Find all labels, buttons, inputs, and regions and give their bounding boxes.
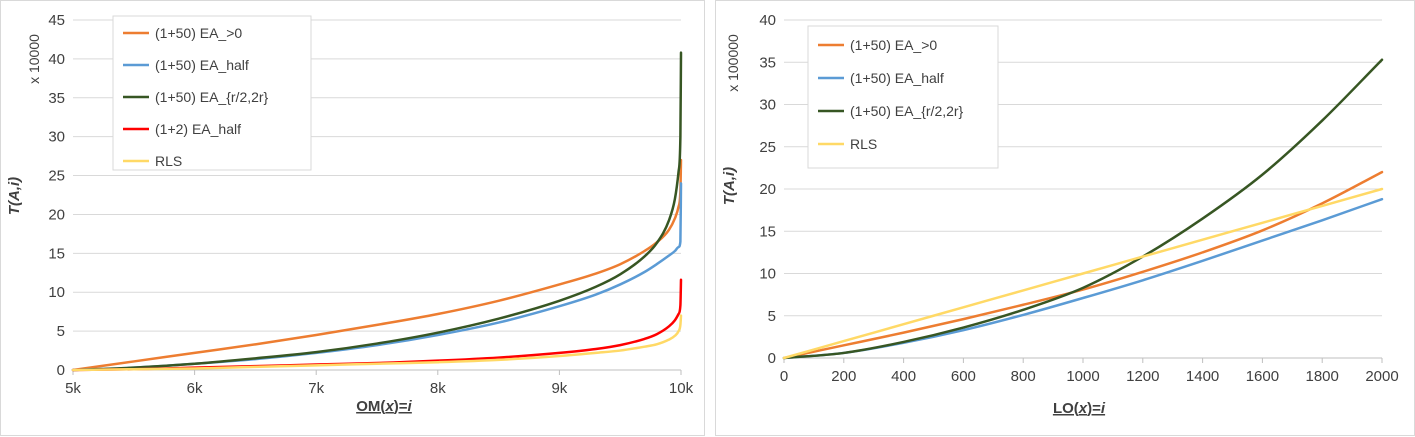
- y-tick-label: 15: [759, 223, 776, 240]
- y-tick-label: 45: [48, 12, 65, 29]
- x-tick-label: 2000: [1365, 368, 1398, 385]
- y-unit-label: x 100000: [725, 34, 741, 92]
- x-tick-label: 1200: [1126, 368, 1159, 385]
- legend-label: (1+50) EA_half: [155, 57, 249, 73]
- series-line: [782, 58, 1384, 360]
- chart-left: 0 5 10 15 20 25 30 35 40 45 5k 6k 7k 8k 9k 10k (1+50) EA…: [6, 12, 694, 415]
- legend-label: RLS: [155, 153, 182, 169]
- x-tick-label: 6k: [187, 380, 203, 397]
- x-tick-label: 1800: [1306, 368, 1339, 385]
- series-line: [71, 158, 683, 372]
- y-tick-label: 0: [768, 350, 776, 367]
- y-tick-label: 30: [48, 129, 65, 146]
- x-tick-label: 600: [951, 368, 976, 385]
- x-tick-label: 10k: [669, 380, 694, 397]
- legend-label: (1+50) EA_{r/2,2r}: [155, 89, 269, 105]
- x-axis-title: OM(x)=i: [356, 398, 412, 415]
- series-line: [71, 314, 683, 372]
- x-tick-label: 200: [831, 368, 856, 385]
- x-tick-label: 800: [1011, 368, 1036, 385]
- x-tick-label: 400: [891, 368, 916, 385]
- x-tick-label: 1400: [1186, 368, 1219, 385]
- y-tick-label: 35: [759, 54, 776, 71]
- y-tick-label: 0: [57, 362, 65, 379]
- x-axis-title: LO(x)=i: [1053, 400, 1106, 417]
- x-tick-label: 1000: [1066, 368, 1099, 385]
- series-line: [782, 170, 1384, 360]
- x-tick-label: 1600: [1246, 368, 1279, 385]
- legend-label: (1+50) EA_>0: [850, 37, 937, 53]
- y-unit-label: x 10000: [26, 34, 42, 84]
- legend-label: (1+2) EA_half: [155, 121, 241, 137]
- x-tick-label: 8k: [430, 380, 446, 397]
- legend-box: [112, 15, 312, 171]
- y-tick-label: 10: [48, 284, 65, 301]
- x-tick-label: 5k: [65, 380, 81, 397]
- x-tick-label: 7k: [308, 380, 324, 397]
- y-tick-label: 35: [48, 90, 65, 107]
- chart-right-panel: 0 5 10 15 20 25 30 35 40 0 200 400 600 800 1000 1200 140…: [715, 0, 1415, 436]
- y-tick-label: 5: [768, 308, 776, 325]
- legend-label: RLS: [850, 136, 877, 152]
- y-axis-title: T(A,i): [6, 177, 23, 215]
- series-line: [71, 51, 683, 372]
- series-line: [782, 197, 1384, 360]
- legend-label: (1+50) EA_half: [850, 70, 944, 86]
- y-tick-label: 15: [48, 245, 65, 262]
- x-tick-label: 0: [780, 368, 788, 385]
- y-tick-label: 10: [759, 266, 776, 283]
- series-line: [782, 187, 1384, 360]
- y-tick-label: 20: [759, 181, 776, 198]
- y-tick-label: 40: [48, 51, 65, 68]
- y-tick-label: 5: [57, 323, 65, 340]
- legend-label: (1+50) EA_{r/2,2r}: [850, 103, 964, 119]
- y-tick-label: 25: [759, 139, 776, 156]
- x-tick-label: 9k: [551, 380, 567, 397]
- y-tick-label: 25: [48, 168, 65, 185]
- y-tick-label: 30: [759, 97, 776, 114]
- y-axis-title: T(A,i): [721, 167, 738, 205]
- y-tick-label: 20: [48, 206, 65, 223]
- legend-label: (1+50) EA_>0: [155, 25, 242, 41]
- y-tick-label: 40: [759, 12, 776, 29]
- chart-left-panel: 0 5 10 15 20 25 30 35 40 45 5k 6k 7k 8k 9k 10k (1+50) EA…: [0, 0, 705, 436]
